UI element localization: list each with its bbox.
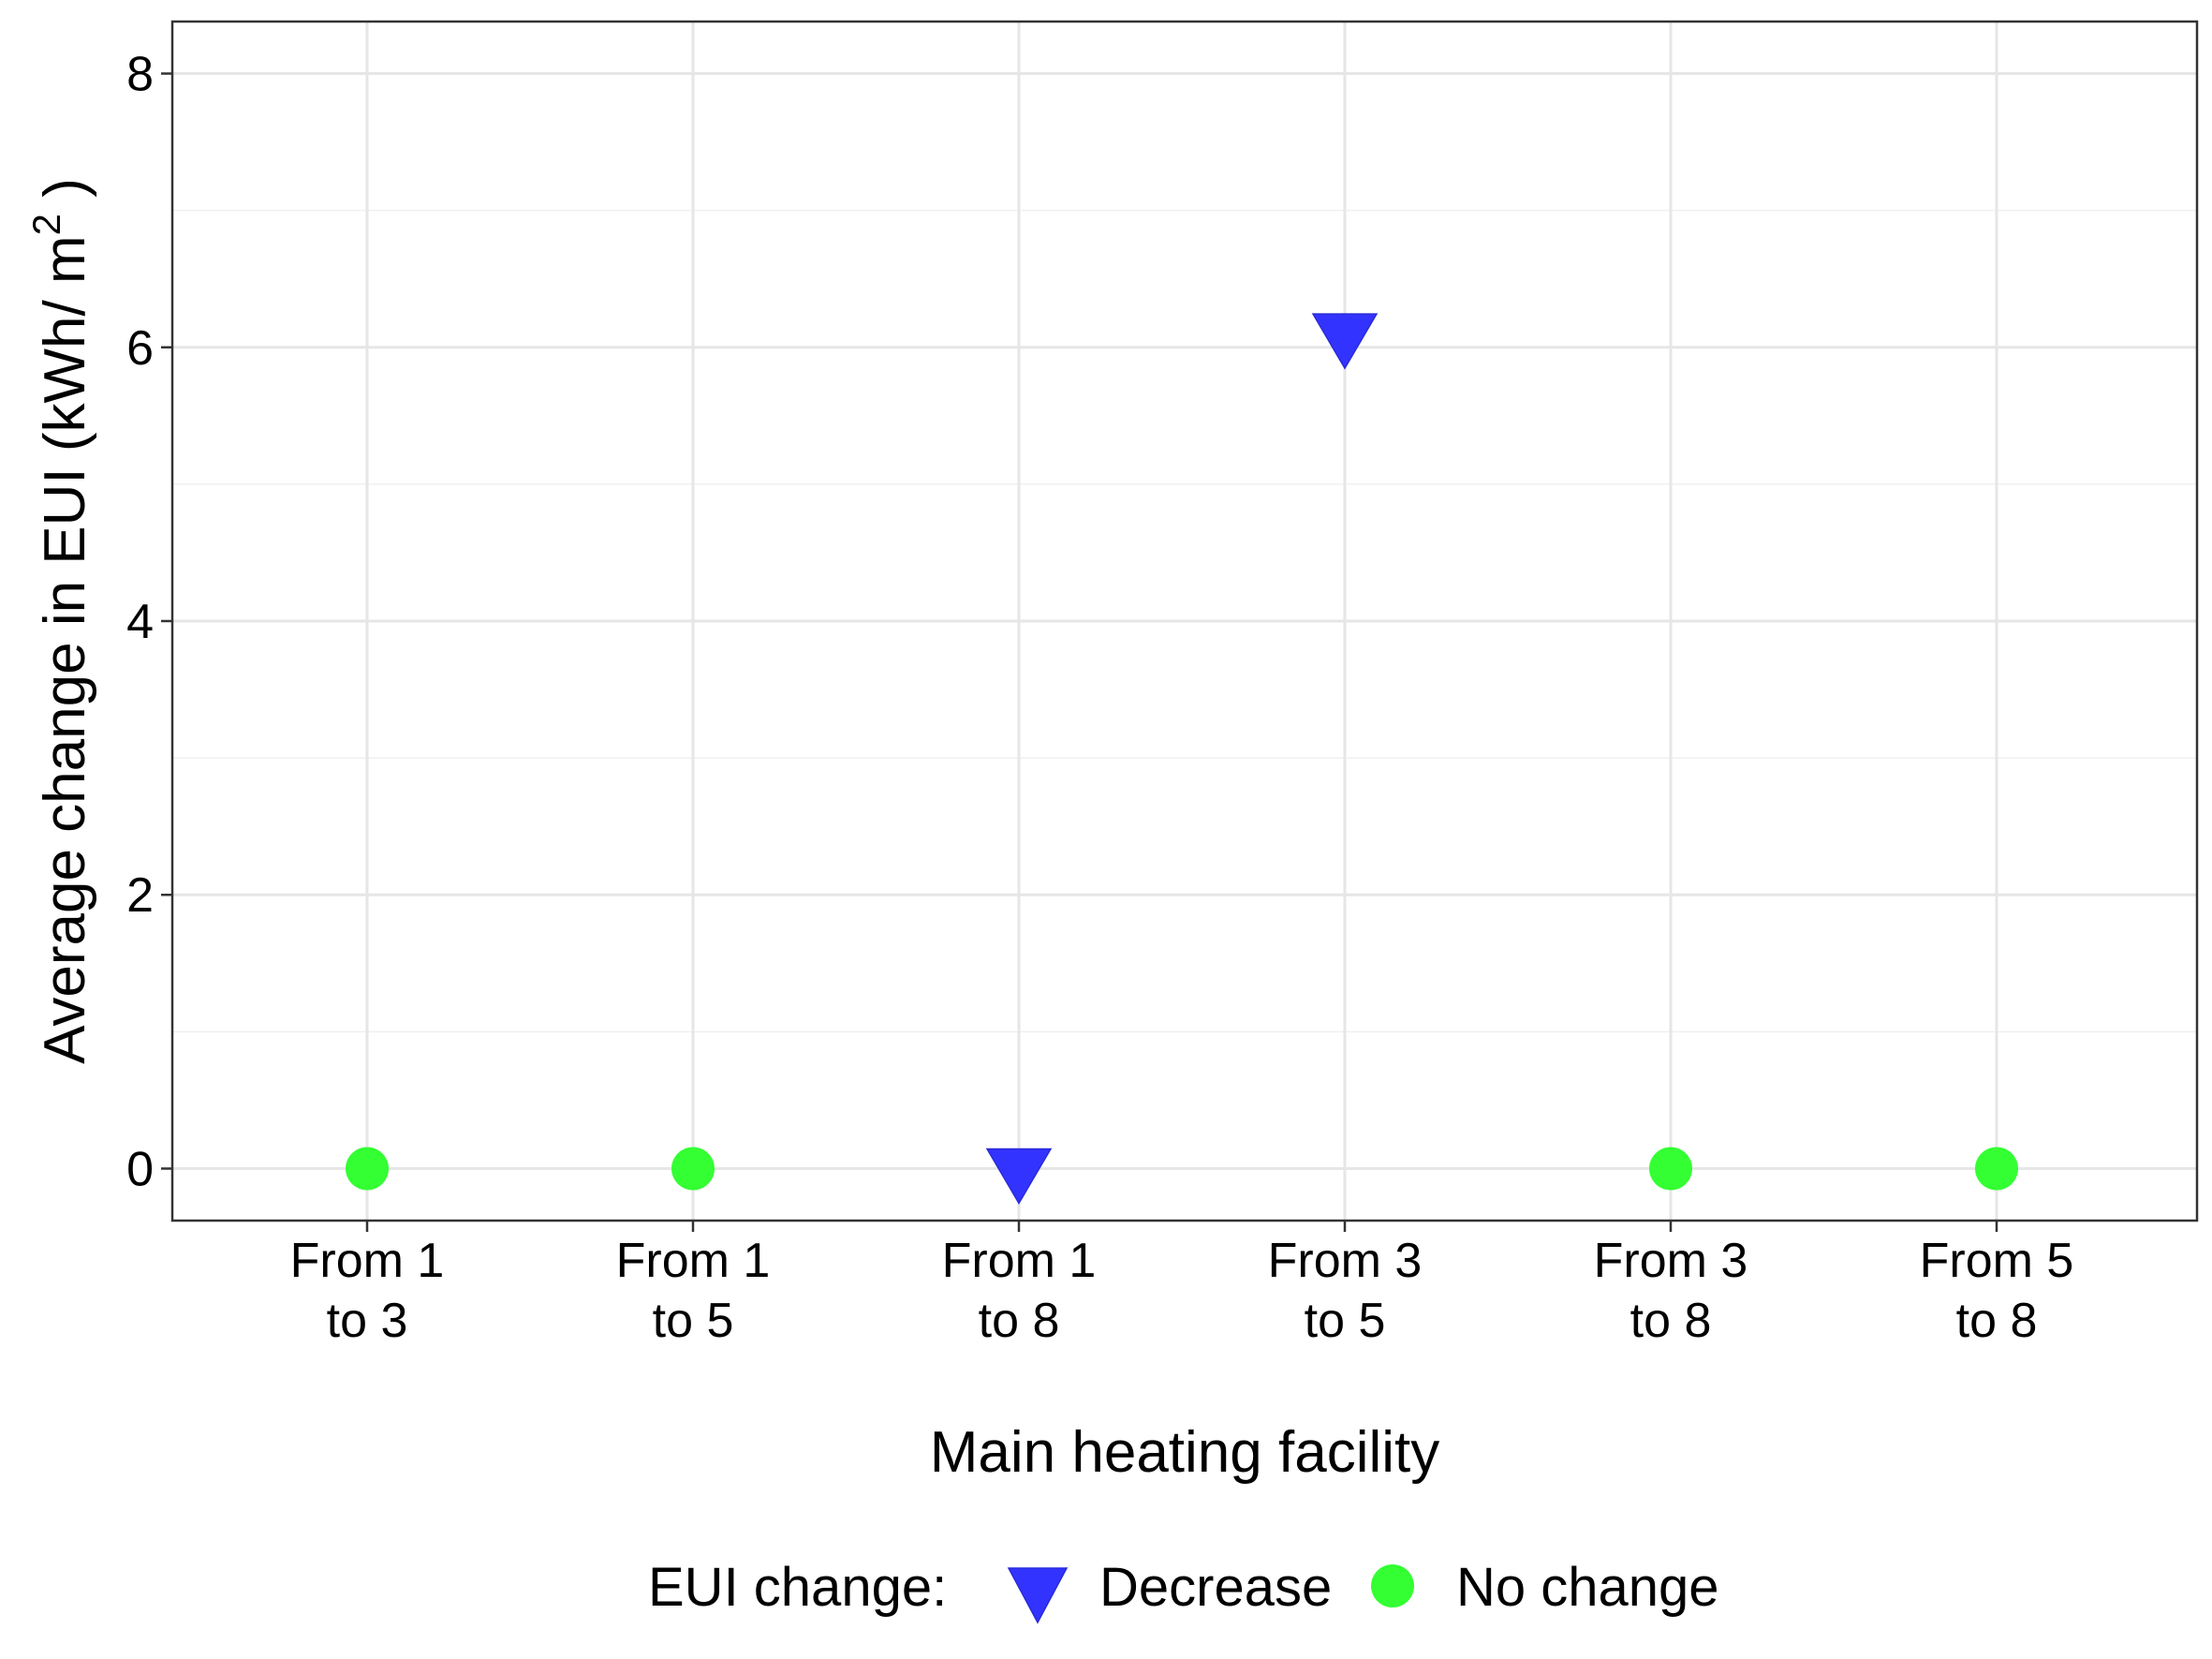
x-tick-label-line1: From 1 xyxy=(290,1234,445,1288)
y-tick-label: 2 xyxy=(126,868,154,923)
x-tick-label-line2: to 5 xyxy=(653,1294,734,1348)
y-tick-label: 4 xyxy=(126,595,154,649)
legend-nochange-label: No change xyxy=(1456,1557,1719,1618)
legend-decrease-marker xyxy=(1007,1567,1069,1624)
x-tick-label-line1: From 1 xyxy=(942,1234,1097,1288)
legend: EUI change: Decrease No change xyxy=(648,1557,1719,1624)
point-no-change xyxy=(671,1147,715,1191)
data-points xyxy=(346,313,2018,1205)
x-tick-label-line2: to 8 xyxy=(1630,1294,1712,1348)
point-no-change xyxy=(346,1147,389,1191)
x-tick-label-line2: to 8 xyxy=(979,1294,1060,1348)
x-axis-title: Main heating facility xyxy=(930,1420,1440,1485)
x-axis-ticks: From 1 to 3 From 1 to 5 From 1 to 8 From 3 to 5… xyxy=(290,1221,2074,1348)
point-decrease xyxy=(985,1148,1053,1205)
y-tick-label: 8 xyxy=(126,48,154,102)
plot-panel-border xyxy=(170,20,2199,1222)
legend-title: EUI change: xyxy=(648,1557,947,1618)
x-tick-label-line2: to 8 xyxy=(1956,1294,2038,1348)
x-tick-label-line1: From 3 xyxy=(1268,1234,1423,1288)
x-tick-label-line1: From 5 xyxy=(1920,1234,2074,1288)
grid-lines xyxy=(172,22,2197,1221)
point-no-change xyxy=(1649,1147,1692,1191)
y-axis-title-end: ) xyxy=(33,178,97,214)
x-tick-label-line1: From 3 xyxy=(1594,1234,1748,1288)
svg-text:Average change in EUI (kWh/ m2: Average change in EUI (kWh/ m2 ) xyxy=(24,178,97,1064)
y-axis-title: Average change in EUI (kWh/ m2 ) xyxy=(24,178,97,1064)
x-tick-label-line2: to 5 xyxy=(1305,1294,1386,1348)
y-axis-title-superscript: 2 xyxy=(24,214,68,235)
x-tick-label-line2: to 3 xyxy=(327,1294,408,1348)
y-tick-label: 6 xyxy=(126,321,154,376)
y-axis-ticks: 0 2 4 6 8 xyxy=(126,48,172,1196)
y-axis-title-main: Average change in EUI (kWh/ m xyxy=(33,235,97,1063)
legend-nochange-marker xyxy=(1371,1564,1414,1607)
y-tick-label: 0 xyxy=(126,1142,154,1196)
point-decrease xyxy=(1311,313,1379,370)
point-no-change xyxy=(1975,1147,2018,1191)
legend-decrease-label: Decrease xyxy=(1099,1557,1332,1618)
x-tick-label-line1: From 1 xyxy=(616,1234,771,1288)
